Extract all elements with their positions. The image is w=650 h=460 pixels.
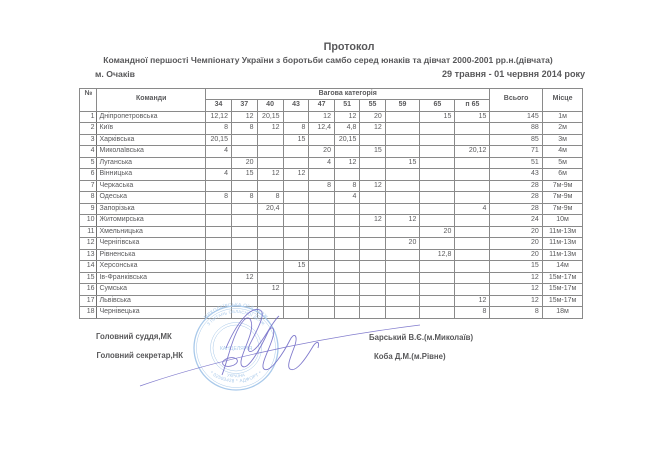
svg-text:КАНЦЕЛЯРІЯ: КАНЦЕЛЯРІЯ (220, 346, 253, 352)
svg-text:УКРАЇНА: УКРАЇНА (226, 372, 245, 378)
